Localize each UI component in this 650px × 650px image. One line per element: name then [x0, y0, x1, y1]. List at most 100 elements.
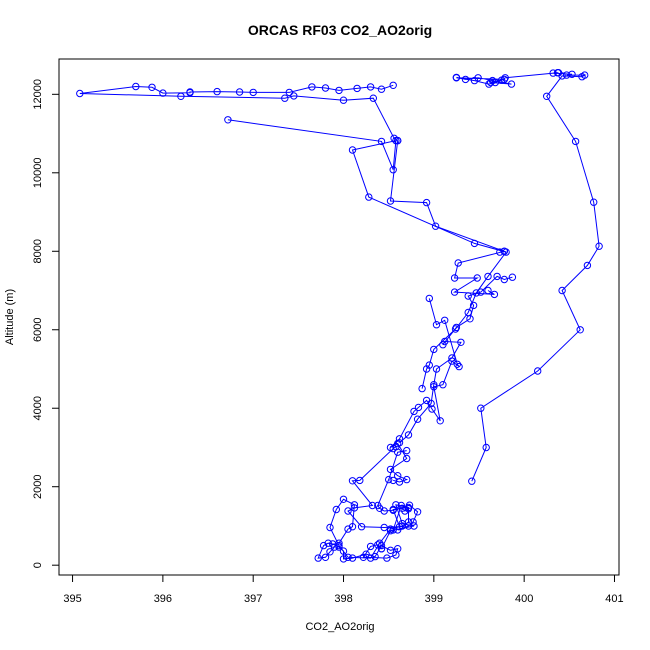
data-point [314, 554, 322, 562]
data-point [392, 136, 400, 145]
data-point [389, 166, 397, 174]
data-point [332, 505, 340, 514]
data-point [553, 69, 562, 77]
data-point [394, 448, 402, 456]
data-point [581, 71, 589, 79]
y-tick-label: 4000 [32, 396, 44, 420]
data-point [290, 92, 298, 100]
y-axis-label: Altitude (m) [4, 289, 16, 345]
data-point [477, 288, 485, 296]
data-point [377, 85, 386, 93]
data-point [374, 501, 382, 510]
series-1 [468, 69, 603, 485]
data-point [534, 367, 542, 375]
data-point [422, 396, 431, 405]
data-point [450, 288, 459, 296]
data-point [441, 316, 449, 324]
data-point [432, 321, 441, 329]
data-point [418, 384, 426, 393]
y-axis: 0 2000 4000 6000 8000 10000 12000 [32, 79, 60, 568]
series-5 [224, 116, 510, 393]
data-point [308, 83, 316, 91]
data-point [425, 294, 433, 303]
data-point [148, 83, 156, 92]
data-point [448, 357, 456, 365]
data-point [281, 94, 289, 102]
data-point [500, 75, 508, 84]
data-point [403, 446, 411, 455]
data-point [543, 92, 551, 101]
series-2 [452, 69, 562, 88]
data-point [177, 92, 185, 101]
chart-title: ORCAS RF03 CO2_AO2orig [248, 22, 432, 38]
data-point [383, 554, 391, 562]
series-line [389, 140, 507, 295]
data-point [431, 222, 440, 230]
data-point [430, 383, 438, 391]
series-line [227, 119, 507, 389]
data-point [395, 435, 404, 443]
data-point [365, 193, 373, 201]
data-point [410, 407, 418, 416]
data-point [454, 259, 462, 267]
data-point [389, 81, 397, 90]
data-point [474, 74, 482, 82]
data-point [484, 286, 492, 295]
series-line [456, 72, 558, 85]
data-point [576, 326, 584, 334]
data-point [413, 415, 422, 423]
data-point [368, 501, 377, 510]
data-point [468, 477, 476, 485]
data-point [413, 508, 422, 516]
data-point [490, 290, 499, 299]
data-point [339, 495, 348, 503]
data-point [224, 116, 232, 124]
data-point [386, 197, 395, 205]
y-tick-label: 6000 [32, 318, 44, 342]
data-point [404, 431, 413, 439]
data-point [344, 507, 352, 515]
data-point [473, 274, 481, 282]
data-point [335, 539, 343, 547]
data-point [508, 273, 517, 281]
data-point [385, 475, 393, 484]
data-point [326, 523, 334, 532]
data-point [319, 541, 328, 550]
data-point [366, 542, 375, 551]
y-tick-label: 2000 [32, 474, 44, 498]
x-tick-label: 395 [63, 593, 81, 605]
data-point [405, 501, 414, 509]
data-point [213, 87, 221, 96]
data-point [558, 286, 566, 295]
data-point [428, 405, 436, 413]
data-point [502, 248, 510, 256]
data-point [285, 88, 293, 97]
data-point [386, 546, 395, 554]
data-point [366, 83, 375, 91]
data-point [488, 76, 497, 85]
data-point [394, 526, 402, 534]
data-point [369, 94, 377, 102]
data-point [568, 70, 576, 79]
data-point [235, 88, 244, 96]
series-10 [326, 495, 413, 562]
x-tick-label: 398 [334, 593, 352, 605]
series-3 [76, 81, 402, 145]
data-point [403, 454, 411, 463]
data-point [455, 362, 463, 371]
data-point [389, 526, 397, 534]
data-point [414, 403, 423, 412]
data-point [404, 522, 413, 530]
x-tick-label: 399 [425, 593, 443, 605]
data-point [374, 541, 382, 549]
data-point [159, 89, 167, 97]
y-tick-label: 12000 [32, 79, 44, 110]
data-point [457, 338, 465, 346]
data-point [430, 345, 438, 354]
series-line [377, 450, 419, 531]
data-point [493, 272, 501, 281]
data-point [409, 518, 417, 526]
data-point [452, 73, 461, 82]
data-point [470, 239, 479, 248]
